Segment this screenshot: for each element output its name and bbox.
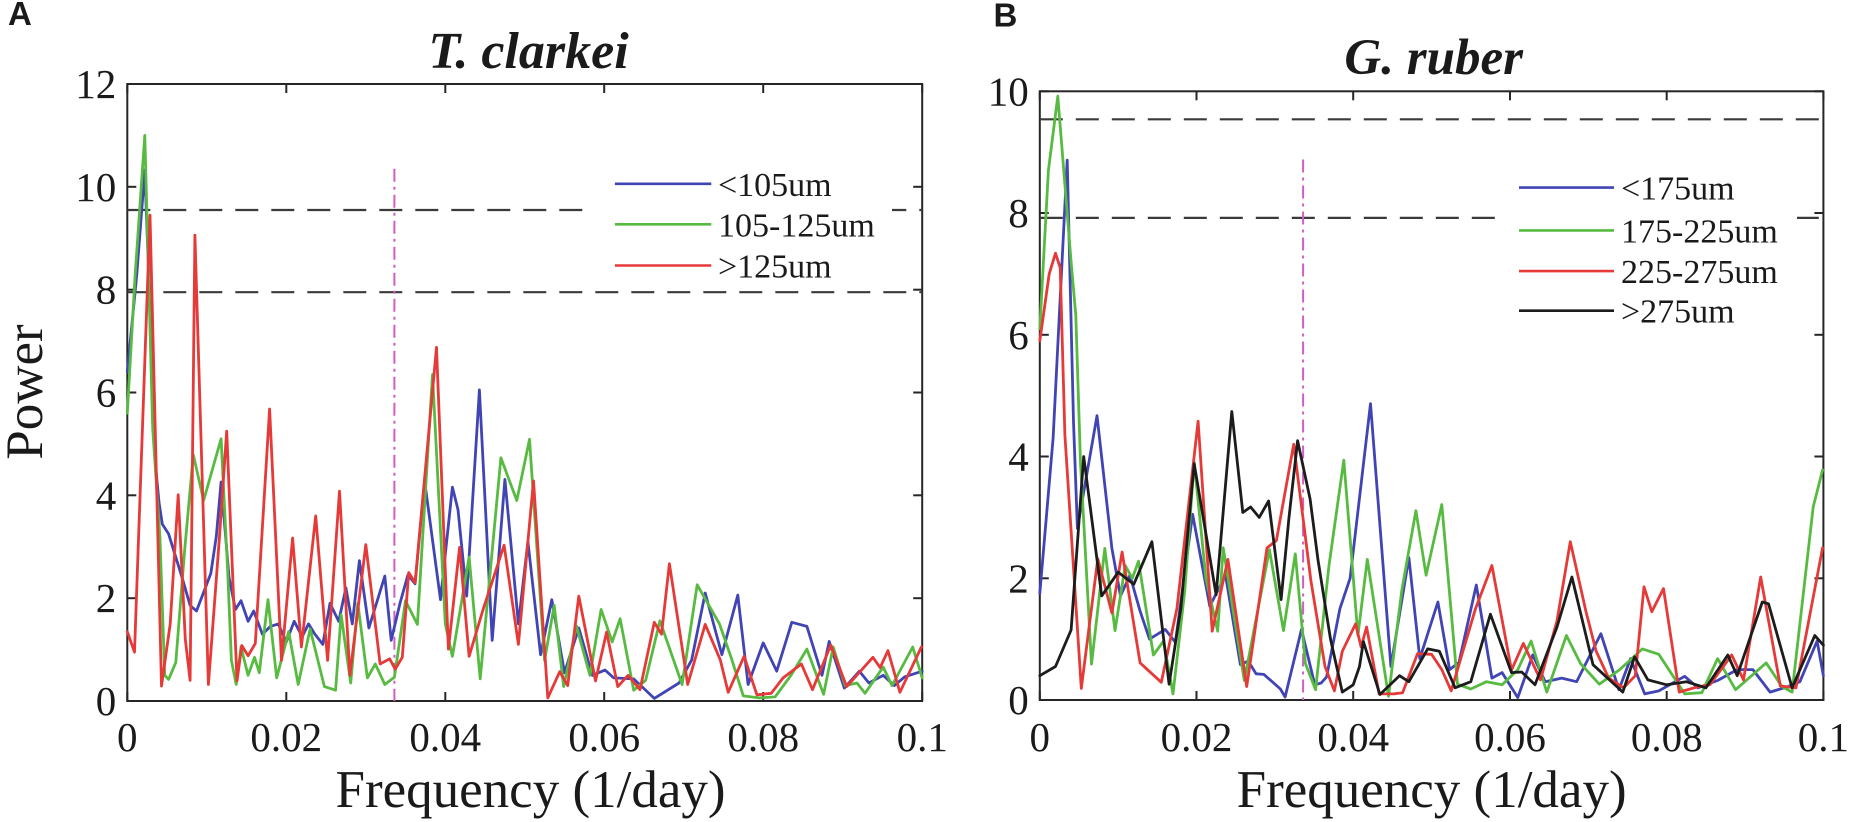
svg-text:4: 4 [1008,434,1029,480]
svg-text:Frequency (1/day): Frequency (1/day) [1237,761,1627,819]
svg-text:10: 10 [988,68,1029,114]
svg-text:0.04: 0.04 [1317,714,1389,760]
svg-text:0.08: 0.08 [1631,714,1703,760]
svg-text:0.02: 0.02 [250,714,322,760]
svg-text:T. clarkei: T. clarkei [428,23,629,80]
svg-text:0: 0 [96,678,117,724]
svg-text:0: 0 [1008,677,1029,723]
svg-text:2: 2 [1008,555,1029,601]
svg-text:225-275um: 225-275um [1621,254,1778,291]
svg-text:0.04: 0.04 [409,714,481,760]
svg-text:105-125um: 105-125um [718,207,875,244]
svg-text:6: 6 [96,370,117,416]
svg-text:<105um: <105um [718,167,832,204]
svg-text:0: 0 [1030,714,1051,760]
svg-text:>125um: >125um [718,249,832,286]
svg-text:8: 8 [96,267,117,313]
svg-text:8: 8 [1008,190,1029,236]
svg-text:175-225um: 175-225um [1621,213,1778,250]
svg-text:4: 4 [96,472,117,518]
svg-text:0.02: 0.02 [1161,714,1233,760]
svg-text:Power: Power [0,324,54,460]
svg-text:2: 2 [96,575,117,621]
svg-text:0.1: 0.1 [897,714,948,760]
svg-text:0: 0 [117,714,138,760]
svg-text:B: B [994,0,1018,34]
svg-text:Frequency (1/day): Frequency (1/day) [336,761,726,819]
svg-text:6: 6 [1008,312,1029,358]
svg-text:0.08: 0.08 [727,714,799,760]
svg-text:>275um: >275um [1621,294,1735,331]
svg-text:0.1: 0.1 [1798,714,1849,760]
svg-text:<175um: <175um [1621,171,1735,208]
svg-text:0.06: 0.06 [568,714,640,760]
svg-text:10: 10 [75,164,116,210]
svg-text:0.06: 0.06 [1474,714,1546,760]
svg-text:G. ruber: G. ruber [1344,30,1524,86]
svg-text:A: A [8,0,32,32]
svg-text:12: 12 [75,61,116,107]
